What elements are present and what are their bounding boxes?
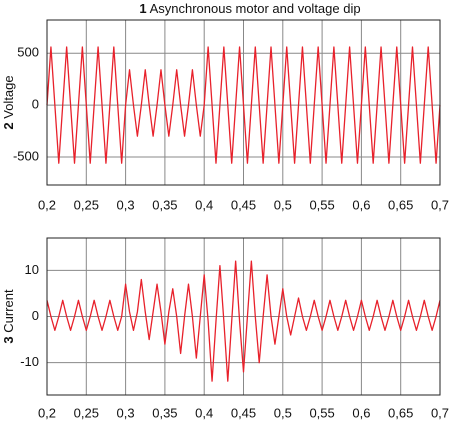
x-tick-label: 0,7 [431, 197, 449, 212]
x-tick-label: 0,65 [388, 197, 413, 212]
y-tick-label: -500 [13, 148, 39, 163]
y-tick-label: 500 [17, 45, 39, 60]
y-label-marker: 3 [1, 336, 16, 343]
title-text: Asynchronous motor and voltage dip [150, 1, 361, 16]
y-tick-label: 0 [32, 308, 39, 323]
x-tick-label: 0,6 [352, 405, 370, 420]
chart-title: 1 Asynchronous motor and voltage dip [139, 1, 360, 16]
y-axis-label: 3 Current [1, 289, 16, 344]
x-tick-label: 0,2 [38, 405, 56, 420]
x-tick-label: 0,4 [195, 197, 213, 212]
x-tick-label: 0,5 [274, 197, 292, 212]
x-tick-label: 0,7 [431, 405, 449, 420]
x-tick-label: 0,3 [117, 197, 135, 212]
x-tick-label: 0,2 [38, 197, 56, 212]
data-line [46, 46, 441, 164]
data-line [46, 260, 441, 382]
y-tick-label: 0 [32, 97, 39, 112]
x-tick-label: 0,6 [352, 197, 370, 212]
plot-border [46, 237, 441, 396]
y-label-text: Voltage [1, 75, 16, 118]
y-label-marker: 2 [1, 122, 16, 129]
y-axis-label: 2 Voltage [1, 75, 16, 129]
x-tick-label: 0,4 [195, 405, 213, 420]
title-marker: 1 [139, 1, 146, 16]
x-tick-label: 0,25 [74, 405, 99, 420]
x-tick-label: 0,45 [231, 197, 256, 212]
x-tick-label: 0,35 [152, 405, 177, 420]
plot-border [46, 19, 441, 186]
x-tick-label: 0,45 [231, 405, 256, 420]
x-tick-label: 0,3 [117, 405, 135, 420]
y-tick-label: -10 [20, 354, 39, 369]
x-tick-label: 0,55 [309, 197, 334, 212]
x-tick-label: 0,65 [388, 405, 413, 420]
x-tick-label: 0,25 [74, 197, 99, 212]
x-tick-label: 0,5 [274, 405, 292, 420]
x-tick-label: 0,35 [152, 197, 177, 212]
y-tick-label: 10 [25, 262, 39, 277]
y-label-text: Current [1, 289, 16, 333]
x-tick-label: 0,55 [309, 405, 334, 420]
